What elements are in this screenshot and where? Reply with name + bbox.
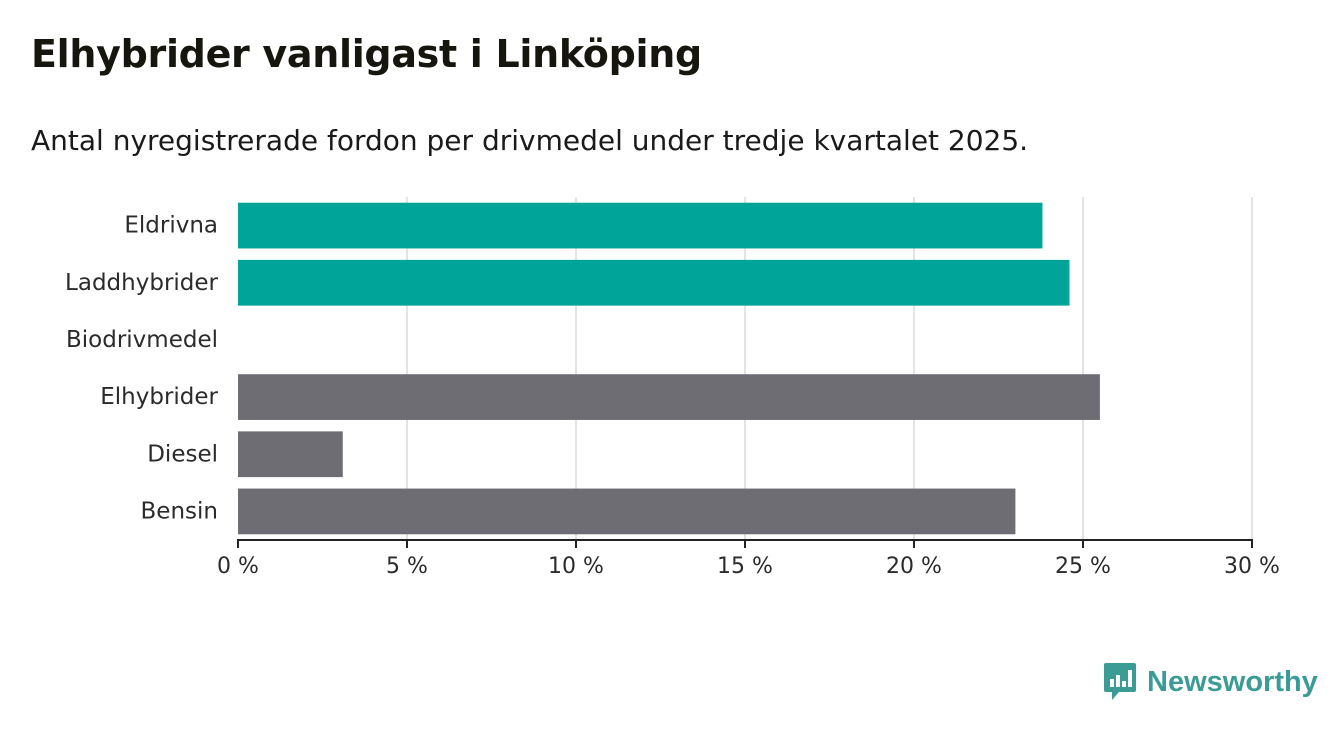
category-label-eldrivna: Eldrivna: [124, 213, 218, 239]
x-tick-label-30: 30 %: [1224, 554, 1280, 579]
x-tick-label-5: 5 %: [386, 554, 428, 579]
category-label-bensin: Bensin: [141, 498, 218, 524]
bar-eldrivna: [238, 202, 1043, 249]
x-axis: 0 % 5 % 10 % 15 % 20 % 25 % 30 %: [217, 539, 1280, 579]
category-label-elhybrider: Elhybrider: [100, 384, 218, 410]
bar-bensin: [238, 488, 1016, 535]
category-label-biodrivmedel: Biodrivmedel: [66, 327, 218, 353]
category-label-laddhybrider: Laddhybrider: [65, 270, 218, 296]
bars: [238, 202, 1100, 535]
x-tick-label-20: 20 %: [886, 554, 942, 579]
x-tick-label-15: 15 %: [717, 554, 773, 579]
chart-title: Elhybrider vanligast i Linköping: [31, 32, 702, 76]
bar-laddhybrider: [238, 259, 1070, 306]
x-tick-label-0: 0 %: [217, 554, 259, 579]
brand-name: Newsworthy: [1147, 665, 1318, 698]
newsworthy-brand: Newsworthy: [1103, 662, 1318, 702]
gridlines: [406, 197, 1253, 540]
category-labels: Eldrivna Laddhybrider Biodrivmedel Elhybrid…: [65, 213, 218, 525]
chart-subtitle: Antal nyregistrerade fordon per drivmede…: [31, 124, 1029, 157]
bar-diesel: [238, 431, 343, 478]
bar-elhybrider: [238, 374, 1100, 420]
newsworthy-logo-icon: [1104, 663, 1136, 700]
x-tick-label-25: 25 %: [1055, 554, 1111, 579]
x-tick-label-10: 10 %: [548, 554, 604, 579]
category-label-diesel: Diesel: [147, 441, 218, 467]
